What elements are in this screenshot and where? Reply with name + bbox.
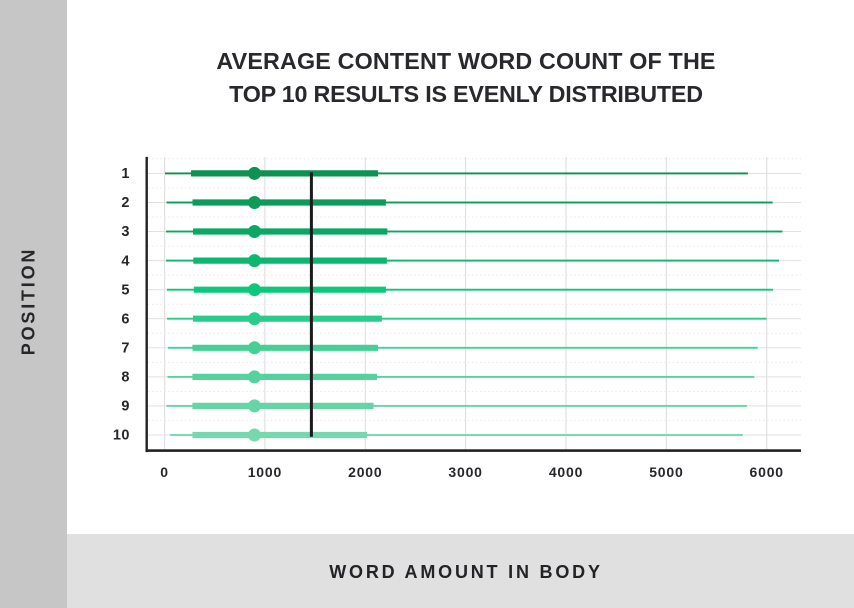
svg-text:10: 10 xyxy=(113,428,130,444)
svg-text:6: 6 xyxy=(121,311,130,327)
svg-text:3: 3 xyxy=(121,224,130,240)
svg-text:6000: 6000 xyxy=(750,464,784,480)
svg-text:1: 1 xyxy=(121,166,130,182)
svg-text:4000: 4000 xyxy=(549,464,583,480)
svg-text:7: 7 xyxy=(121,341,130,357)
svg-text:1000: 1000 xyxy=(248,464,282,480)
svg-text:5: 5 xyxy=(121,282,130,298)
svg-text:3000: 3000 xyxy=(448,464,482,480)
svg-text:5000: 5000 xyxy=(649,464,683,480)
svg-text:2000: 2000 xyxy=(348,464,382,480)
svg-text:9: 9 xyxy=(121,399,130,415)
svg-text:0: 0 xyxy=(160,464,169,480)
svg-text:4: 4 xyxy=(121,253,130,269)
svg-text:2: 2 xyxy=(121,195,130,211)
svg-text:8: 8 xyxy=(121,370,130,386)
